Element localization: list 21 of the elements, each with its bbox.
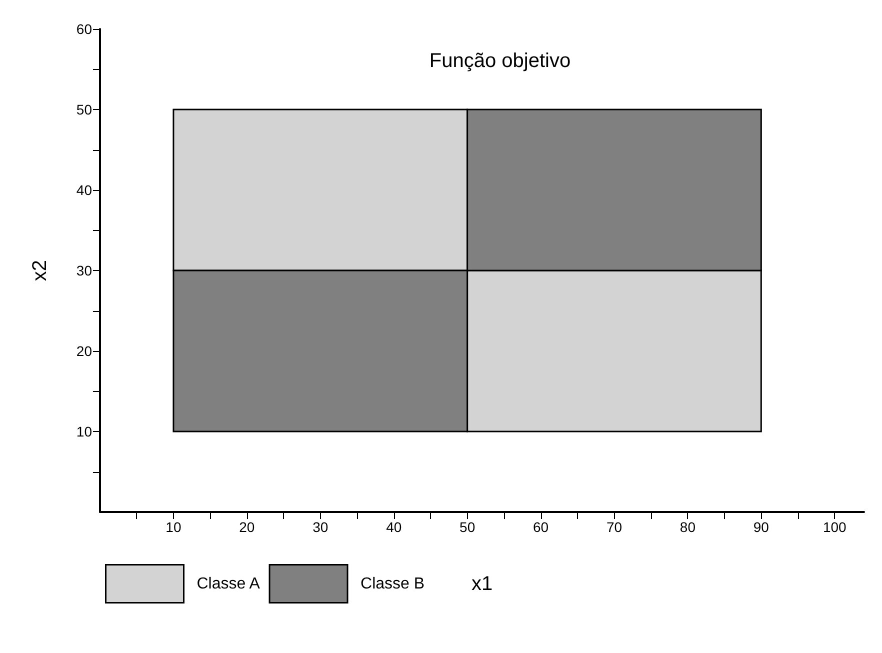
y-tick-label: 30 [76,262,92,278]
y-tick-label: 20 [76,343,92,359]
x-axis-title: x1 [471,573,493,595]
y-tick-label: 40 [76,182,92,198]
text: Função objetivo [429,50,571,72]
y-tick-label: 50 [76,102,92,118]
y-tick-label: 10 [76,424,92,440]
x-tick-label: 70 [606,519,622,535]
x-tick-label: 60 [532,519,549,535]
x-tick-label: 80 [680,519,696,535]
x-tick-label: 20 [239,519,255,535]
legend-label: Classe A [196,575,260,592]
x-tick-label: 100 [822,519,847,535]
x-tick-label: 50 [460,519,476,535]
legend-label: Classe B [360,575,425,592]
x-tick-label: 30 [312,519,328,535]
x-tick-label: 40 [386,519,402,535]
y-axis-title: x2 [29,260,51,282]
y-tick-label: 60 [76,21,92,37]
x-tick-label: 10 [166,519,182,535]
x-tick-label: 90 [753,519,770,535]
